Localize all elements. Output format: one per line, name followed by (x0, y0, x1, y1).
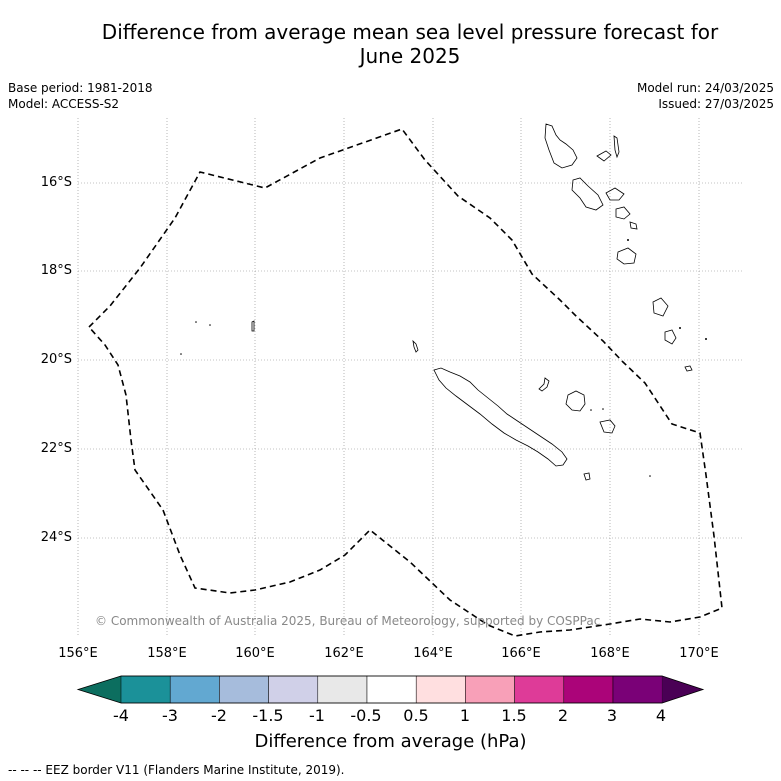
colorbar-outline (76, 675, 705, 704)
reef-dot (649, 475, 651, 477)
shepherd-islands (629, 221, 638, 230)
colorbar-bin (366, 675, 417, 704)
maewo-island (613, 135, 620, 159)
lat-label: 20°S (40, 352, 72, 367)
map-title-line-1: Difference from average mean sea level p… (101, 20, 719, 44)
colorbar-tick-label: -4 (113, 706, 129, 725)
colorbar-tick-label: -2 (211, 706, 227, 725)
copyright-text: © Commonwealth of Australia 2025, Bureau… (95, 614, 601, 628)
colorbar-extend-low (78, 676, 121, 703)
lon-label: 160°E (235, 646, 275, 661)
lon-label: 168°E (590, 646, 630, 661)
colorbar-tick-label: 1 (459, 706, 471, 725)
issued-text: Issued: 27/03/2025 (658, 97, 774, 111)
colorbar-tick-label: -0.5 (350, 706, 382, 725)
colorbar-tick-label: -1.5 (252, 706, 284, 725)
lat-label: 18°S (40, 263, 72, 278)
colorbar-tick-label: -1 (309, 706, 325, 725)
aneityum-island (684, 365, 693, 372)
chesterfield-islands (251, 320, 255, 332)
espiritu-santo-island (544, 123, 578, 169)
map-title-line-2: June 2025 (359, 44, 461, 68)
mare-island (599, 419, 616, 434)
reef-dot (209, 324, 211, 326)
eez-footnote: -- -- -- EEZ border V11 (Flanders Marine… (8, 763, 345, 777)
colorbar-bin (317, 675, 368, 704)
lat-label: 24°S (40, 530, 72, 545)
colorbar-bin (612, 675, 663, 704)
efate-island (616, 247, 637, 265)
base-period-text: Base period: 1981-2018 (8, 81, 153, 95)
belep-islands (412, 339, 419, 353)
reef-dot (180, 353, 182, 355)
colorbar-bin (563, 675, 614, 704)
colorbar-bin (219, 675, 269, 704)
ouvea-island (538, 377, 550, 392)
lon-label: 162°E (324, 646, 364, 661)
colorbar-bin (514, 675, 565, 704)
colorbar-bin (465, 675, 515, 704)
lon-label: 164°E (413, 646, 453, 661)
lifou-island (565, 390, 586, 412)
colorbar-tick-label: 2 (557, 706, 569, 725)
colorbar-bin (169, 675, 220, 704)
gridlines (77, 118, 743, 637)
lat-label: 16°S (40, 175, 72, 190)
eez-border (87, 128, 723, 637)
isle-of-pines (583, 472, 591, 481)
colorbar-tick-label: 1.5 (501, 706, 527, 725)
erromango-island (652, 297, 669, 317)
colorbar-extend-high (662, 676, 703, 703)
lon-label: 158°E (147, 646, 187, 661)
ambrym-island (605, 187, 625, 201)
reef-dot (679, 327, 681, 329)
colorbar (76, 675, 705, 704)
tanna-island (664, 329, 677, 345)
model-text: Model: ACCESS-S2 (8, 97, 120, 111)
lat-label: 22°S (40, 441, 72, 456)
new-caledonia-island (433, 367, 568, 467)
colorbar-bin (415, 675, 466, 704)
colorbar-tick-label: -3 (162, 706, 178, 725)
colorbar-title: Difference from average (hPa) (254, 731, 527, 752)
colorbar-bin (120, 675, 171, 704)
reef-dot (195, 321, 197, 323)
colorbar-tick-label: 3 (606, 706, 618, 725)
reef-dot (705, 338, 707, 340)
malakula-island (571, 177, 604, 211)
colorbar-tick-label: 4 (655, 706, 667, 725)
lon-label: 156°E (58, 646, 98, 661)
colorbar-tick-label: 0.5 (403, 706, 429, 725)
lon-label: 166°E (501, 646, 541, 661)
lon-label: 170°E (679, 646, 719, 661)
reef-dot (602, 408, 604, 410)
colorbar-bin (268, 675, 319, 704)
model-run-text: Model run: 24/03/2025 (636, 81, 774, 95)
epi-island (615, 206, 631, 220)
reef-dot (627, 239, 629, 241)
reef-dot (590, 409, 592, 411)
malo-island (596, 150, 612, 162)
